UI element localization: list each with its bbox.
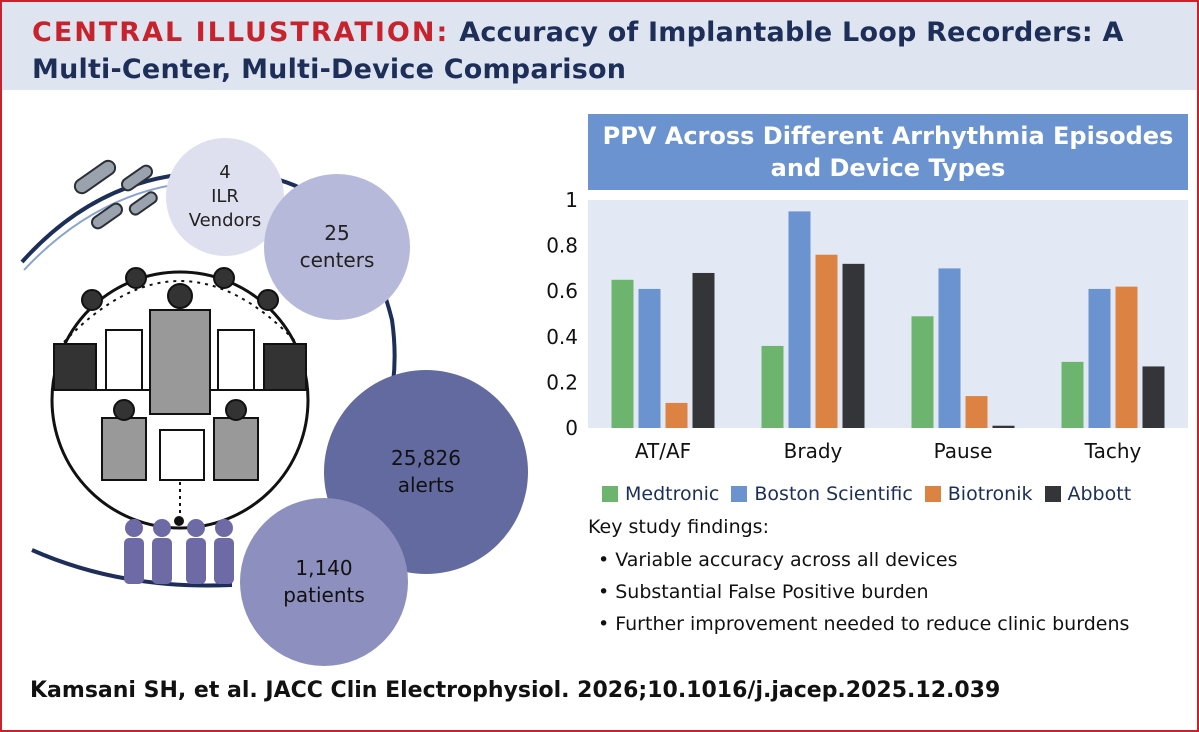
- legend-item-biotronik: Biotronik: [924, 483, 1033, 505]
- bar-boston-scientific-tachy: [1088, 288, 1111, 428]
- bar-abbott-ataf: [692, 272, 715, 428]
- bar-boston-scientific-ataf: [638, 288, 661, 428]
- bar-biotronik-brady: [815, 254, 838, 428]
- x-tick-labels: AT/AF Brady Pause Tachy: [635, 439, 1142, 463]
- bar-abbott-brady: [842, 263, 865, 428]
- y-tick-label: 0.6: [546, 279, 578, 303]
- title-text: Accuracy of Implantable Loop Recorders: …: [32, 17, 1124, 85]
- chart-title-banner: PPV Across Different Arrhythmia Episodes…: [588, 114, 1188, 190]
- centers-bubble: 25 centers: [264, 174, 410, 320]
- bar-medtronic-tachy: [1061, 361, 1084, 428]
- page-title: CENTRAL ILLUSTRATION: Accuracy of Implant…: [32, 14, 1152, 88]
- plot-area: [588, 200, 1188, 428]
- bar-medtronic-pause: [911, 316, 934, 428]
- x-tick-label: AT/AF: [635, 439, 691, 463]
- hospital-buildings-icon: [53, 267, 307, 481]
- citation: Kamsani SH, et al. JACC Clin Electrophys…: [30, 678, 1001, 703]
- bar-medtronic-ataf: [611, 279, 634, 428]
- y-tick-labels: 0 0.2 0.4 0.6 0.8 1: [546, 190, 578, 440]
- legend-swatch: [924, 486, 941, 502]
- bar-boston-scientific-pause: [938, 268, 961, 428]
- bar-boston-scientific-brady: [788, 211, 811, 428]
- x-tick-label: Brady: [784, 439, 843, 463]
- y-tick-label: 0.4: [546, 325, 578, 349]
- y-tick-label: 1: [565, 190, 578, 212]
- network-dotted-arc: [63, 280, 297, 343]
- legend-item-medtronic: Medtronic: [602, 483, 719, 505]
- y-tick-label: 0: [565, 416, 578, 440]
- legend-item-abbott: Abbott: [1044, 483, 1131, 505]
- y-tick-label: 0.2: [546, 370, 578, 394]
- header-band: CENTRAL ILLUSTRATION: Accuracy of Implant…: [2, 2, 1197, 90]
- chart-legend: Medtronic Boston Scientific Biotronik Ab…: [602, 480, 1143, 508]
- legend-swatch: [731, 486, 748, 502]
- bar-medtronic-brady: [761, 345, 784, 428]
- findings-heading: Key study findings:: [588, 516, 769, 538]
- bar-abbott-pause: [992, 425, 1015, 428]
- y-tick-label: 0.8: [546, 234, 578, 258]
- finding-item: • Substantial False Positive burden: [598, 581, 929, 603]
- patients-bubble: 1,140 patients: [240, 498, 408, 666]
- bar-biotronik-ataf: [665, 402, 688, 428]
- loop-recorder-icon: [73, 159, 158, 230]
- legend-swatch: [1044, 486, 1061, 502]
- legend-swatch: [602, 486, 618, 502]
- study-illustration: 4 ILR Vendors 25 centers 25,826 alerts 1…: [2, 90, 582, 670]
- bar-abbott-tachy: [1142, 366, 1165, 428]
- bar-biotronik-tachy: [1115, 286, 1138, 428]
- x-tick-label: Pause: [934, 439, 993, 463]
- legend-item-boston-scientific: Boston Scientific: [731, 483, 913, 505]
- x-tick-label: Tachy: [1084, 439, 1142, 463]
- ppv-bar-chart: 0 0.2 0.4 0.6 0.8 1 AT/AF Brady Pause Tachy: [546, 190, 1188, 463]
- bar-biotronik-pause: [965, 396, 988, 428]
- patients-icon: [124, 516, 234, 584]
- bars: [611, 211, 1165, 428]
- chart-title: PPV Across Different Arrhythmia Episodes…: [602, 122, 1174, 182]
- key-findings: Key study findings: • Variable accuracy …: [588, 516, 1188, 640]
- title-lead: CENTRAL ILLUSTRATION:: [32, 17, 450, 48]
- finding-item: • Further improvement needed to reduce c…: [598, 613, 1130, 635]
- finding-item: • Variable accuracy across all devices: [598, 549, 958, 571]
